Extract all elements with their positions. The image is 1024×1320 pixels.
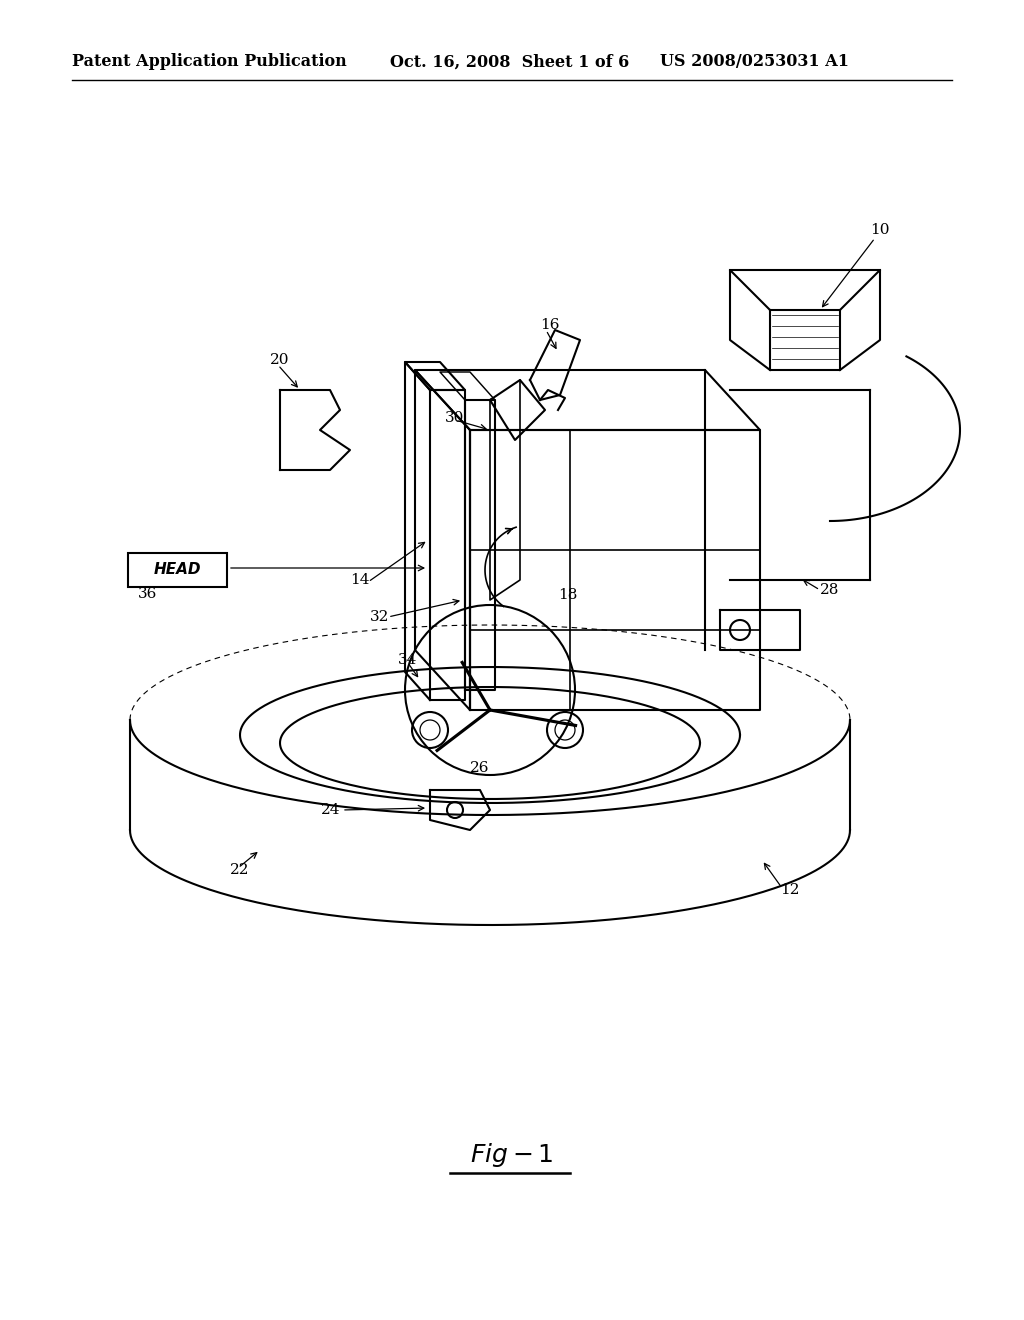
Text: 34: 34 (398, 653, 418, 667)
Text: 24: 24 (321, 803, 340, 817)
Text: 12: 12 (780, 883, 800, 898)
Text: 26: 26 (470, 762, 489, 775)
Text: 10: 10 (870, 223, 890, 238)
Text: 30: 30 (445, 411, 464, 425)
Text: $\it{Fig-1}$: $\it{Fig-1}$ (470, 1140, 554, 1170)
Text: 14: 14 (350, 573, 370, 587)
FancyBboxPatch shape (128, 553, 227, 587)
Text: Oct. 16, 2008  Sheet 1 of 6: Oct. 16, 2008 Sheet 1 of 6 (390, 54, 630, 70)
Text: US 2008/0253031 A1: US 2008/0253031 A1 (660, 54, 849, 70)
Text: 18: 18 (558, 587, 578, 602)
Text: 32: 32 (370, 610, 389, 624)
Text: 36: 36 (138, 587, 158, 601)
Text: HEAD: HEAD (154, 562, 202, 578)
Text: 20: 20 (270, 352, 290, 367)
Text: 16: 16 (540, 318, 559, 333)
Text: 28: 28 (820, 583, 840, 597)
Text: 22: 22 (230, 863, 250, 876)
Text: Patent Application Publication: Patent Application Publication (72, 54, 347, 70)
